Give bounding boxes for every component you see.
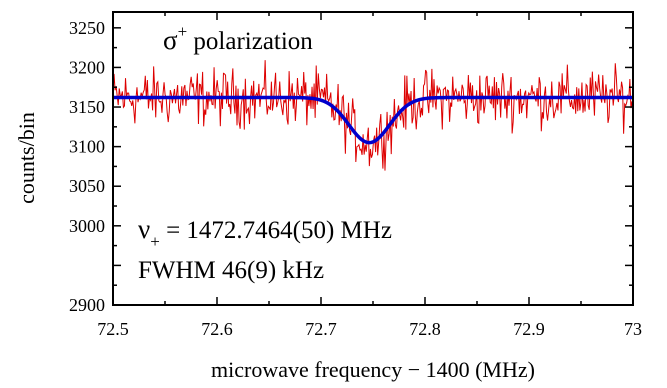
y-tick-label: 3150: [69, 97, 105, 117]
frequency-value: = 1472.7464(50) MHz: [160, 217, 392, 244]
data-series-line: [113, 60, 633, 171]
y-tick-label: 3050: [69, 176, 105, 196]
nu-symbol: ν: [138, 214, 150, 244]
x-tick-label: 72.6: [201, 319, 233, 339]
y-tick-label: 3000: [69, 216, 105, 236]
y-tick-label: 3100: [69, 137, 105, 157]
polarization-label: polarization: [187, 28, 313, 55]
fit-curve-line: [113, 95, 633, 145]
annotation-frequency: ν+ = 1472.7464(50) MHz: [138, 214, 392, 251]
annotation-polarization: σ+ polarization: [163, 22, 313, 55]
y-axis-title: counts/bin: [14, 112, 39, 204]
x-tick-label: 72.8: [409, 319, 441, 339]
x-tick-label: 72.5: [97, 319, 129, 339]
y-tick-label: 3250: [69, 18, 105, 38]
axis-ticks: 72.5 72.6 72.7 72.8 72.9 73 2900 3000 3050 3100 31…: [69, 12, 642, 339]
y-tick-label: 2900: [69, 295, 105, 315]
x-axis-title: microwave frequency − 1400 (MHz): [211, 357, 535, 382]
sigma-symbol: σ: [163, 25, 178, 55]
sigma-superscript: +: [178, 22, 188, 41]
plot-area: [113, 60, 633, 171]
nu-subscript: +: [150, 232, 160, 251]
x-tick-label: 72.9: [513, 319, 545, 339]
x-tick-label: 73: [624, 319, 642, 339]
y-tick-label: 3200: [69, 57, 105, 77]
x-tick-label: 72.7: [305, 319, 337, 339]
annotation-fwhm: FWHM 46(9) kHz: [138, 257, 324, 284]
